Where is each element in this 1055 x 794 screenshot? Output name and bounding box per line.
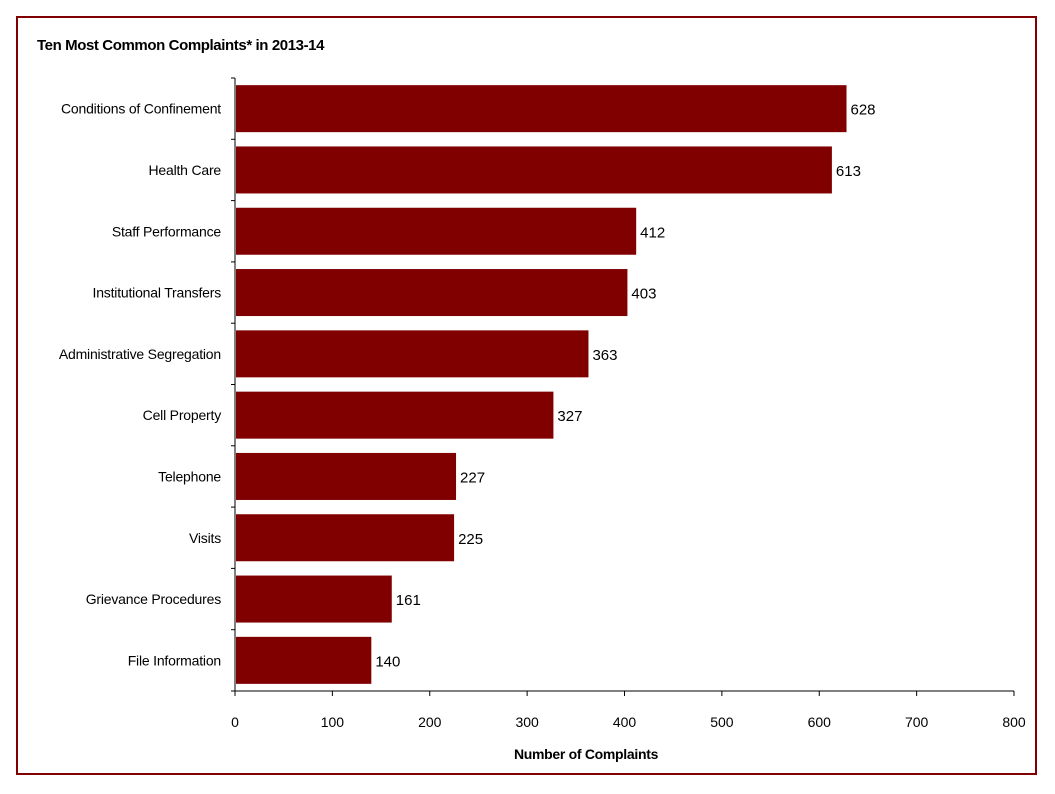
category-label: Visits — [189, 530, 221, 546]
bar — [236, 575, 392, 623]
x-tick-label: 300 — [515, 714, 539, 730]
bar — [236, 330, 589, 378]
bar — [236, 391, 554, 439]
category-label: Conditions of Confinement — [61, 101, 221, 117]
x-tick-label: 800 — [1002, 714, 1026, 730]
x-tick-label: 700 — [905, 714, 929, 730]
chart-title: Ten Most Common Complaints* in 2013-14 — [37, 37, 325, 54]
category-label: Staff Performance — [112, 223, 222, 239]
category-label: Grievance Procedures — [86, 591, 221, 607]
x-tick-label: 400 — [613, 714, 637, 730]
x-tick-label: 200 — [418, 714, 442, 730]
data-label: 227 — [460, 469, 485, 486]
data-label: 140 — [375, 653, 400, 670]
category-label: Cell Property — [143, 407, 222, 423]
bar — [236, 146, 832, 194]
category-label: Administrative Segregation — [59, 346, 221, 362]
data-label: 225 — [458, 531, 483, 548]
bar — [236, 269, 628, 317]
data-label: 613 — [836, 163, 861, 180]
bar — [236, 514, 455, 562]
data-label: 403 — [631, 286, 656, 303]
category-label: Telephone — [158, 468, 221, 484]
x-tick-label: 0 — [231, 714, 239, 730]
bar — [236, 636, 372, 684]
category-label: Health Care — [148, 162, 221, 178]
bar — [236, 452, 457, 500]
x-tick-label: 500 — [710, 714, 734, 730]
data-label: 412 — [640, 224, 665, 241]
x-tick-label: 100 — [321, 714, 345, 730]
data-label: 363 — [592, 347, 617, 364]
x-tick-label: 600 — [808, 714, 832, 730]
data-label: 161 — [396, 592, 421, 609]
category-label: File Information — [128, 652, 221, 668]
bar — [236, 85, 847, 133]
chart-frame — [16, 16, 1037, 775]
bar — [236, 207, 637, 255]
data-label: 327 — [557, 408, 582, 425]
x-axis-label: Number of Complaints — [514, 746, 659, 762]
data-label: 628 — [851, 102, 876, 119]
category-label: Institutional Transfers — [93, 285, 222, 301]
